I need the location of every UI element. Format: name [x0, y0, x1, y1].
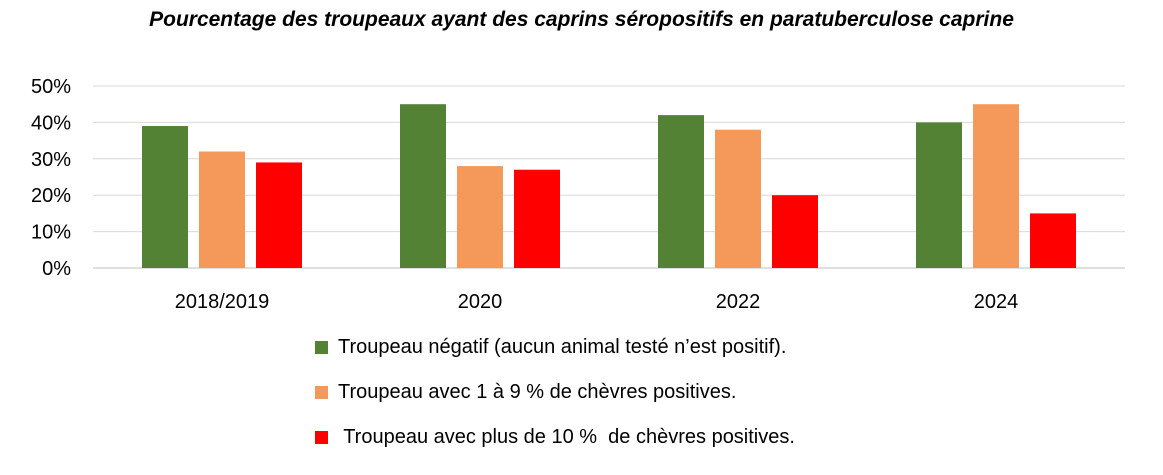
bar	[658, 115, 704, 269]
bar	[514, 169, 560, 268]
x-category-label: 2022	[716, 291, 761, 313]
x-category-label: 2024	[974, 291, 1019, 313]
legend-item-plus-10: Troupeau avec plus de 10 % de chèvres po…	[315, 426, 795, 448]
bar	[1030, 213, 1076, 268]
bar	[400, 104, 446, 268]
y-tick-label: 0%	[42, 258, 71, 280]
y-axis-ticks: 0% 10% 20% 30% 40% 50%	[31, 76, 71, 280]
legend-label-plus-10: Troupeau avec plus de 10 % de chèvres po…	[338, 425, 795, 448]
x-axis-categories: 2018/2019 2020 2022 2024	[175, 291, 1019, 313]
legend-item-negatif: Troupeau négatif (aucun animal testé n’e…	[315, 336, 795, 358]
x-category-label: 2020	[458, 291, 503, 313]
legend-label-1-9: Troupeau avec 1 à 9 % de chèvres positiv…	[338, 380, 737, 403]
bar	[457, 166, 503, 268]
legend-swatch-1-9	[315, 385, 328, 399]
legend-item-1-9: Troupeau avec 1 à 9 % de chèvres positiv…	[315, 381, 795, 403]
chart-title: Pourcentage des troupeaux ayant des capr…	[149, 8, 1014, 31]
y-tick-label: 10%	[31, 222, 71, 244]
y-tick-label: 30%	[31, 149, 71, 171]
y-tick-label: 20%	[31, 185, 71, 207]
bar	[715, 129, 761, 268]
legend-label-negatif: Troupeau négatif (aucun animal testé n’e…	[338, 335, 787, 358]
bar	[142, 126, 188, 268]
legend-swatch-plus-10	[315, 430, 328, 444]
bar	[256, 162, 302, 268]
bar	[199, 151, 245, 268]
legend-swatch-negatif	[315, 340, 328, 354]
bars	[142, 104, 1076, 269]
legend: Troupeau négatif (aucun animal testé n’e…	[315, 336, 795, 471]
gridlines	[93, 85, 1125, 269]
x-category-label: 2018/2019	[175, 291, 270, 313]
bar	[772, 195, 818, 268]
bar-chart: 0% 10% 20% 30% 40% 50% 2018/2019 2020 2022 2024	[31, 76, 1125, 313]
bar	[916, 122, 962, 269]
y-tick-label: 50%	[31, 76, 71, 98]
bar	[973, 104, 1019, 268]
y-tick-label: 40%	[31, 112, 71, 134]
